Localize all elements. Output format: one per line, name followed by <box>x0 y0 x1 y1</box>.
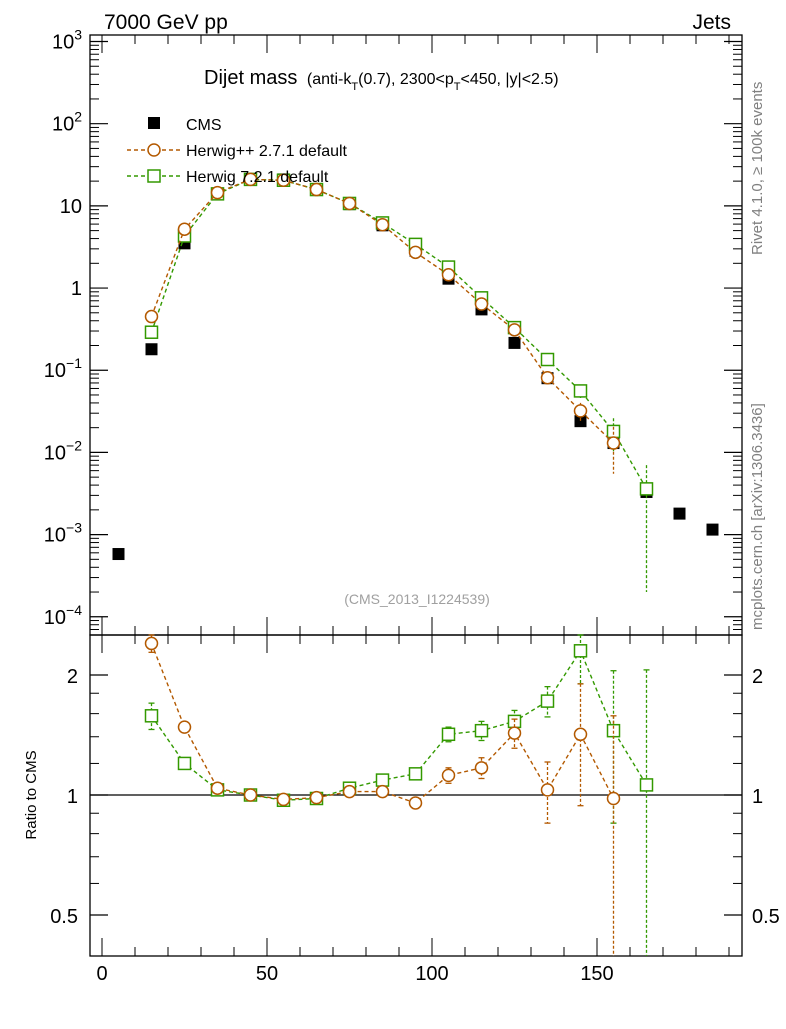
ratio-tick-label-right: 0.5 <box>752 906 780 928</box>
herwig7-point <box>144 325 159 339</box>
cms-point <box>112 548 125 561</box>
herwig7-ratio-point <box>375 773 390 787</box>
mcplots-label: mcplots.cern.ch [arXiv:1306.3436] <box>749 403 766 630</box>
herwigpp-ratio-point <box>210 781 225 795</box>
x-tick-label: 150 <box>580 963 613 985</box>
herwig7-ratio-point <box>540 694 555 708</box>
legend-label-herwig7: Herwig 7.2.1 default <box>186 169 329 186</box>
herwigpp-point <box>342 196 357 211</box>
legend-marker-cms <box>148 117 160 129</box>
y-tick-label: 10−2 <box>44 437 82 464</box>
herwig7-ratio-point <box>441 727 456 742</box>
ratio-tick-label: 1 <box>67 786 78 808</box>
plot-title: Dijet mass (anti-kT(0.7), 2300<pT<450, |… <box>204 67 559 93</box>
cms-point <box>706 523 719 536</box>
herwigpp-ratio-point <box>375 784 390 799</box>
herwigpp-point <box>177 222 192 236</box>
herwigpp-point <box>540 370 555 385</box>
y-tick-label: 10−4 <box>44 602 82 629</box>
cms-point <box>145 343 158 356</box>
herwigpp-ratio-point <box>441 768 456 783</box>
ratio-tick-label-right: 1 <box>752 786 763 808</box>
y-tick-label: 1 <box>71 278 82 300</box>
herwigpp-point <box>210 185 225 200</box>
y-tick-label: 102 <box>52 109 82 136</box>
x-tick-label: 0 <box>96 963 107 985</box>
legend-label-herwigpp: Herwig++ 2.7.1 default <box>186 143 348 160</box>
herwig7-point <box>540 352 555 367</box>
y-tick-label: 103 <box>52 27 82 54</box>
legend-marker-herwigpp <box>147 143 161 157</box>
ratio-y-label: Ratio to CMS <box>23 750 40 839</box>
rivet-label: Rivet 4.1.0, ≥ 100k events <box>749 82 766 255</box>
herwig7-ratio-point <box>408 767 423 781</box>
herwigpp-ratio-point <box>540 783 555 797</box>
data-series <box>112 172 719 956</box>
herwigpp-point <box>309 182 324 197</box>
cms-point <box>508 336 521 349</box>
x-tick-label: 50 <box>256 963 278 985</box>
herwigpp-ratio-point <box>507 726 522 740</box>
herwigpp-point <box>375 217 390 232</box>
legend-label-cms: CMS <box>186 117 222 134</box>
y-tick-label: 10−3 <box>44 520 82 547</box>
ratio-tick-label: 0.5 <box>50 906 78 928</box>
herwigpp-point <box>606 436 621 450</box>
herwigpp-ratio-point <box>177 720 192 734</box>
herwigpp-ratio-point <box>408 796 423 810</box>
y-tick-label: 10−1 <box>44 355 82 382</box>
herwig7-ratio-line <box>150 649 648 801</box>
herwigpp-ratio-point <box>144 636 159 651</box>
herwigpp-point <box>144 309 159 324</box>
herwig7-point <box>639 482 654 496</box>
herwigpp-ratio-point <box>573 727 588 742</box>
ratio-tick-label-right: 2 <box>752 666 763 688</box>
herwigpp-point <box>474 297 489 311</box>
cms-point <box>673 507 686 520</box>
herwigpp-ratio-point <box>276 792 291 807</box>
herwigpp-ratio-point <box>342 784 357 799</box>
herwig7-ratio-point <box>144 709 159 723</box>
herwigpp-point <box>243 172 258 187</box>
herwig7-ratio-point <box>177 756 192 771</box>
herwigpp-point <box>573 404 588 418</box>
header-left: 7000 GeV pp <box>104 11 228 34</box>
ratio-tick-label: 2 <box>67 666 78 688</box>
axis-ticks <box>90 35 742 956</box>
herwigpp-point <box>408 245 423 260</box>
legend-marker-herwig7 <box>147 169 161 183</box>
legend: CMS Herwig++ 2.7.1 default Herwig 7.2.1 … <box>127 117 348 186</box>
herwig7-point <box>573 384 588 398</box>
herwig7-ratio-point <box>474 723 489 738</box>
herwigpp-ratio-point <box>243 788 258 802</box>
herwigpp-point <box>276 173 291 187</box>
analysis-watermark: (CMS_2013_I1224539) <box>344 591 490 607</box>
herwigpp-point <box>507 323 522 337</box>
herwig7-ratio-point <box>639 778 654 792</box>
x-tick-label: 100 <box>415 963 448 985</box>
herwig7-ratio-point <box>573 644 588 658</box>
herwigpp-ratio-point <box>309 790 324 805</box>
herwig7-line <box>150 178 648 490</box>
herwigpp-line <box>150 178 614 444</box>
herwigpp-ratio-point <box>606 791 621 806</box>
cms-point <box>574 415 587 428</box>
header-right: Jets <box>692 11 731 34</box>
y-tick-label: 10 <box>60 196 82 218</box>
herwigpp-ratio-point <box>474 761 489 775</box>
herwigpp-point <box>441 268 456 282</box>
